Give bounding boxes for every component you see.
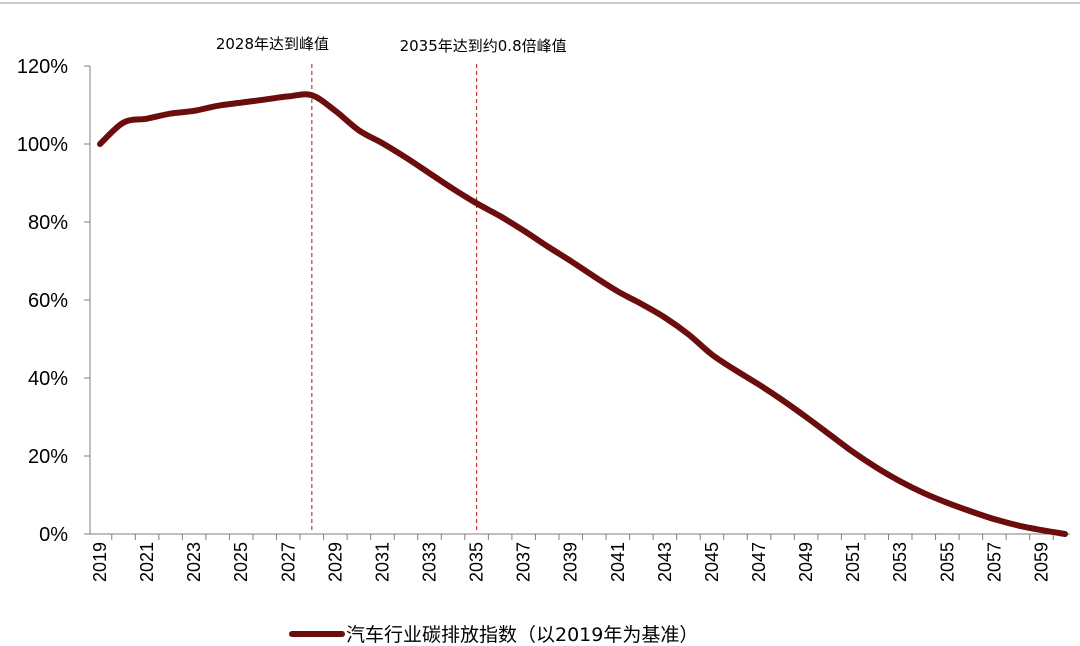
legend-label: 汽车行业碳排放指数（以2019年为基准） [346, 624, 698, 646]
x-tick-label: 2027 [278, 542, 298, 582]
x-tick-label: 2021 [137, 542, 157, 582]
y-axis: 0% 20% 40% 60% 80% 100% 120% [17, 56, 91, 546]
x-tick-label: 2035 [467, 542, 487, 582]
x-tick-label: 2059 [1031, 542, 1051, 582]
x-tick-label: 2037 [514, 542, 534, 582]
x-tick-label: 2039 [561, 542, 581, 582]
annotation-label: 2035年达到约0.8倍峰值 [400, 37, 567, 55]
x-tick-label: 2019 [90, 542, 110, 582]
x-tick-label: 2053 [890, 542, 910, 582]
x-tick-label: 2045 [702, 542, 722, 582]
series-line [97, 91, 1068, 537]
x-tick-label: 2041 [608, 542, 628, 582]
y-tick-label: 120% [17, 56, 68, 78]
series-group [97, 91, 1068, 537]
x-tick-label: 2043 [655, 542, 675, 582]
x-tick-label: 2055 [937, 542, 957, 582]
x-tick-label: 2031 [372, 542, 392, 582]
y-tick-label: 0% [39, 524, 68, 546]
y-tick-label: 40% [28, 368, 68, 390]
y-tick-label: 20% [28, 446, 68, 468]
x-tick-label: 2023 [184, 542, 204, 582]
x-tick-label: 2049 [796, 542, 816, 582]
x-tick-label: 2029 [325, 542, 345, 582]
annotation-label: 2028年达到峰值 [216, 35, 329, 53]
x-tick-label: 2025 [231, 542, 251, 582]
x-tick-label: 2051 [843, 542, 863, 582]
legend: 汽车行业碳排放指数（以2019年为基准） [289, 624, 698, 646]
x-tick-label: 2057 [984, 542, 1004, 582]
x-axis: 2019 2021 2023 2025 2027 2029 2031 2033 2035 2037… [90, 533, 1070, 582]
y-tick-label: 60% [28, 290, 68, 312]
y-tick-label: 80% [28, 212, 68, 234]
x-tick-label: 2033 [420, 542, 440, 582]
y-tick-label: 100% [17, 134, 68, 156]
annotations: 2028年达到峰值 2035年达到约0.8倍峰值 [216, 35, 567, 530]
x-tick-label: 2047 [749, 542, 769, 582]
